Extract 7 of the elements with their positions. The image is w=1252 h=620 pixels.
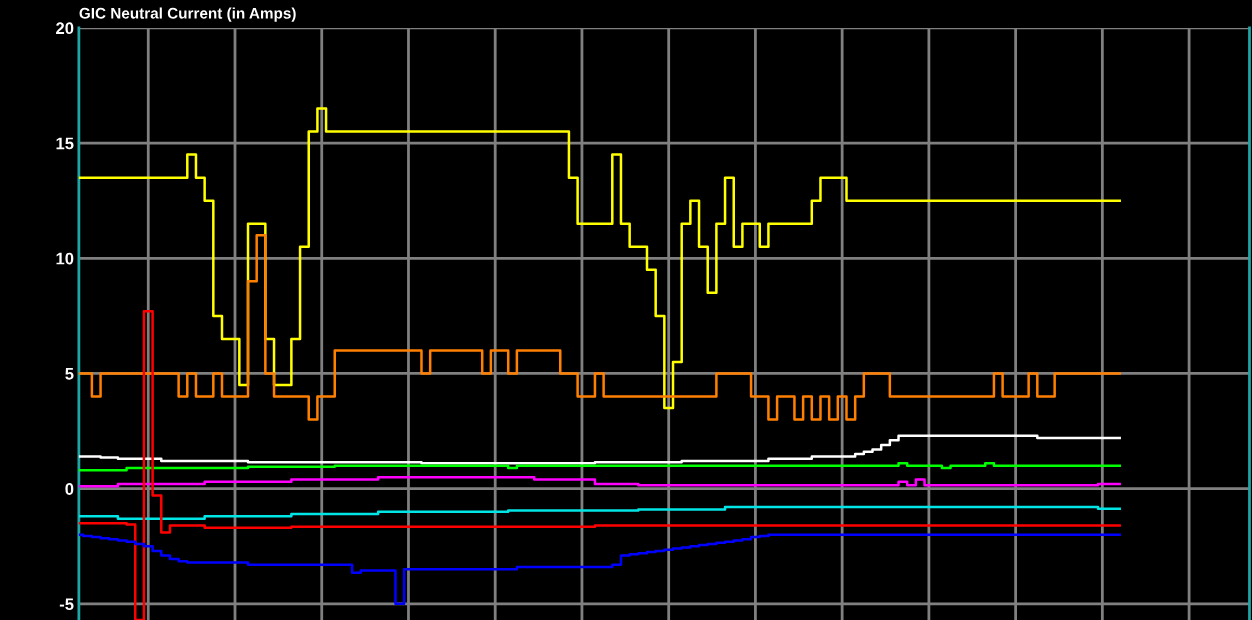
y-tick-label: 20 (56, 22, 74, 35)
y-tick-label: 15 (56, 137, 74, 150)
y-tick-label: -5 (59, 598, 74, 611)
y-tick-label: 0 (65, 483, 74, 495)
chart-title: GIC Neutral Current (in Amps) (79, 7, 296, 22)
y-tick-label: 5 (65, 368, 74, 380)
y-tick-label: 10 (56, 252, 74, 265)
